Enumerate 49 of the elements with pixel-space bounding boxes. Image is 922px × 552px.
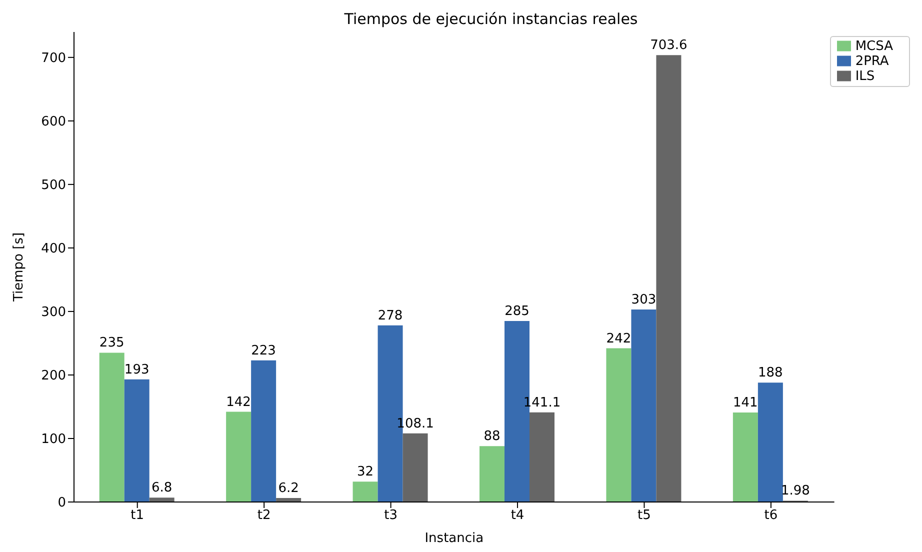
bar [606, 348, 632, 502]
data-label: 193 [124, 362, 150, 378]
y-tick-label: 200 [41, 368, 66, 384]
x-tick-label: t4 [510, 508, 524, 524]
y-tick-label: 100 [41, 432, 66, 448]
bar [352, 482, 378, 502]
bar [251, 360, 276, 502]
bar [99, 352, 124, 502]
bar [149, 498, 174, 502]
data-label: 6.8 [152, 480, 172, 496]
bar [530, 412, 554, 502]
data-label: 703.6 [650, 38, 688, 54]
bar [124, 379, 150, 502]
y-tick-label: 700 [41, 51, 66, 66]
data-label: 142 [226, 394, 251, 410]
y-tick-label: 400 [41, 242, 66, 257]
data-label: 6.2 [278, 481, 299, 496]
x-tick-label: t3 [384, 508, 398, 524]
data-label: 242 [606, 331, 632, 346]
legend-label: MCSA [855, 39, 893, 54]
x-tick-label: t5 [638, 508, 651, 524]
data-label: 278 [378, 308, 403, 324]
bar [631, 310, 656, 502]
data-label: 141 [733, 395, 758, 410]
data-label: 235 [99, 336, 124, 351]
bar [402, 433, 428, 502]
y-tick-label: 300 [41, 305, 66, 320]
x-tick-label: t6 [764, 508, 778, 524]
x-tick-label: t2 [257, 508, 271, 524]
bar [758, 382, 783, 502]
legend-label: ILS [855, 69, 875, 84]
legend-label: 2PRA [855, 54, 889, 69]
y-axis-title: Tiempo [s] [12, 232, 27, 303]
bar [656, 55, 682, 502]
data-label: 223 [251, 343, 276, 358]
x-tick-label: t1 [130, 508, 144, 524]
data-label: 303 [631, 292, 656, 308]
data-label: 285 [504, 304, 530, 319]
y-tick-label: 600 [41, 114, 66, 130]
x-axis-title: Instancia [424, 531, 484, 546]
data-label: 88 [484, 429, 500, 444]
data-label: 32 [357, 464, 374, 480]
y-tick-label: 0 [58, 496, 66, 511]
chart-title: Tiempos de ejecución instancias reales [343, 9, 639, 30]
y-tick-label: 500 [41, 178, 66, 194]
data-label: 188 [758, 366, 783, 381]
bar [226, 412, 252, 502]
bar [480, 446, 504, 502]
bar [732, 412, 758, 502]
